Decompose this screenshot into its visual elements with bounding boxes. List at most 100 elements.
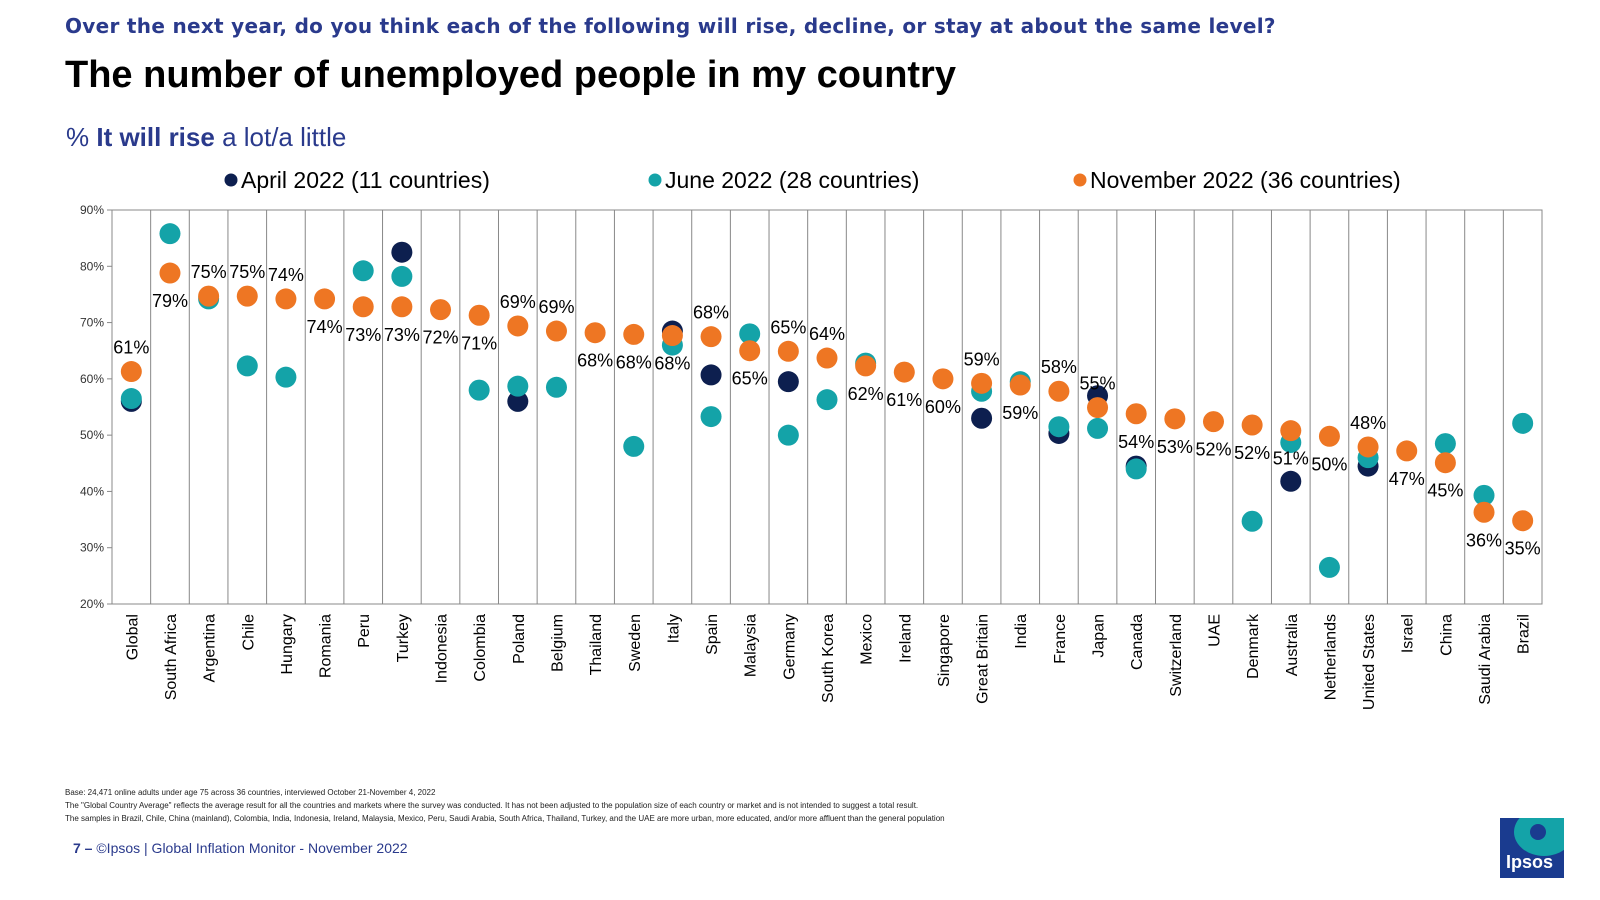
ipsos-logo: Ipsos — [1500, 818, 1564, 878]
x-category-label: Mexico — [859, 614, 876, 665]
data-label: 53% — [1157, 437, 1193, 457]
data-point — [1048, 380, 1070, 402]
data-point — [1087, 417, 1109, 439]
legend-marker — [648, 173, 662, 187]
legend-marker — [1073, 173, 1087, 187]
data-point — [700, 364, 722, 386]
data-point — [545, 376, 567, 398]
data-point — [159, 223, 181, 245]
data-point — [275, 288, 297, 310]
data-point — [468, 304, 490, 326]
data-label: 68% — [577, 351, 613, 371]
data-label: 61% — [113, 338, 149, 358]
data-label: 69% — [500, 292, 536, 312]
data-point — [1357, 436, 1379, 458]
data-point — [1202, 411, 1224, 433]
footnote-base: Base: 24,471 online adults under age 75 … — [65, 788, 436, 797]
x-category-label: Spain — [704, 614, 721, 655]
data-label: 45% — [1427, 481, 1463, 501]
data-point — [739, 323, 761, 345]
data-point — [777, 340, 799, 362]
data-label: 36% — [1466, 530, 1502, 550]
y-tick-label: 90% — [80, 203, 104, 217]
data-label: 65% — [770, 317, 806, 337]
data-point — [236, 355, 258, 377]
data-label: 58% — [1041, 357, 1077, 377]
data-point — [623, 435, 645, 457]
x-category-label: Netherlands — [1322, 614, 1339, 700]
data-label: 71% — [461, 333, 497, 353]
data-label: 52% — [1195, 440, 1231, 460]
data-label: 68% — [616, 352, 652, 372]
data-label: 51% — [1273, 449, 1309, 469]
x-category-label: Israel — [1400, 614, 1417, 653]
data-point — [1318, 556, 1340, 578]
data-point — [777, 371, 799, 393]
data-point — [1125, 403, 1147, 425]
data-label: 59% — [964, 349, 1000, 369]
x-category-label: Poland — [511, 614, 528, 664]
data-label: 68% — [654, 354, 690, 374]
data-label: 73% — [345, 325, 381, 345]
data-point — [623, 323, 645, 345]
data-label: 74% — [307, 317, 343, 337]
page-number: 7 – — [73, 840, 93, 856]
data-label: 69% — [538, 297, 574, 317]
data-point — [932, 368, 954, 390]
data-point — [391, 265, 413, 287]
chart-subtitle: % It will rise a lot/a little — [66, 122, 346, 153]
x-category-label: Japan — [1091, 614, 1108, 658]
data-point — [507, 375, 529, 397]
data-point — [971, 372, 993, 394]
x-category-label: Germany — [781, 614, 798, 680]
x-category-label: Chile — [240, 614, 257, 651]
data-point — [1280, 470, 1302, 492]
x-category-label: Malaysia — [743, 614, 760, 677]
data-point — [545, 320, 567, 342]
data-point — [739, 340, 761, 362]
data-label: 74% — [268, 265, 304, 285]
x-category-label: Sweden — [627, 614, 644, 672]
data-point — [120, 388, 142, 410]
x-category-label: France — [1052, 614, 1069, 664]
x-category-label: China — [1438, 614, 1455, 656]
x-category-label: South Korea — [820, 614, 837, 703]
data-label: 73% — [384, 325, 420, 345]
x-category-label: South Africa — [163, 614, 180, 700]
data-point — [1434, 433, 1456, 455]
x-category-label: Saudi Arabia — [1477, 614, 1494, 705]
data-point — [1473, 501, 1495, 523]
data-label: 79% — [152, 291, 188, 311]
legend-label: June 2022 (28 countries) — [665, 167, 919, 193]
legend-label: November 2022 (36 countries) — [1090, 167, 1401, 193]
data-label: 62% — [848, 384, 884, 404]
data-point — [507, 390, 529, 412]
data-point — [314, 288, 336, 310]
data-point — [816, 347, 838, 369]
footnote-samples: The samples in Brazil, Chile, China (mai… — [65, 814, 945, 823]
data-label: 59% — [1002, 403, 1038, 423]
data-label: 47% — [1389, 469, 1425, 489]
x-category-label: Switzerland — [1168, 614, 1185, 697]
data-point — [391, 296, 413, 318]
legend-marker — [224, 173, 238, 187]
x-category-label: Belgium — [549, 614, 566, 672]
chart-title: The number of unemployed people in my co… — [65, 54, 956, 96]
dot-plot-chart: 20% 30% 40% 50% 60% 70% 80% 90% Global South Afri… — [80, 167, 1543, 710]
data-point — [700, 326, 722, 348]
x-category-label: Singapore — [936, 614, 953, 687]
x-category-label: Brazil — [1516, 614, 1533, 654]
x-category-label: Colombia — [472, 614, 489, 682]
x-category-label: Denmark — [1245, 613, 1262, 679]
data-label: 68% — [693, 303, 729, 323]
data-point — [1473, 484, 1495, 506]
data-point — [700, 406, 722, 428]
data-point — [1048, 416, 1070, 438]
data-point — [275, 366, 297, 388]
subtitle-prefix: % — [66, 122, 97, 152]
x-category-label: Ireland — [897, 614, 914, 663]
footer: 7 – ©Ipsos | Global Inflation Monitor - … — [73, 840, 408, 856]
data-point — [661, 325, 683, 347]
legend-label: April 2022 (11 countries) — [241, 167, 490, 193]
data-point — [777, 424, 799, 446]
